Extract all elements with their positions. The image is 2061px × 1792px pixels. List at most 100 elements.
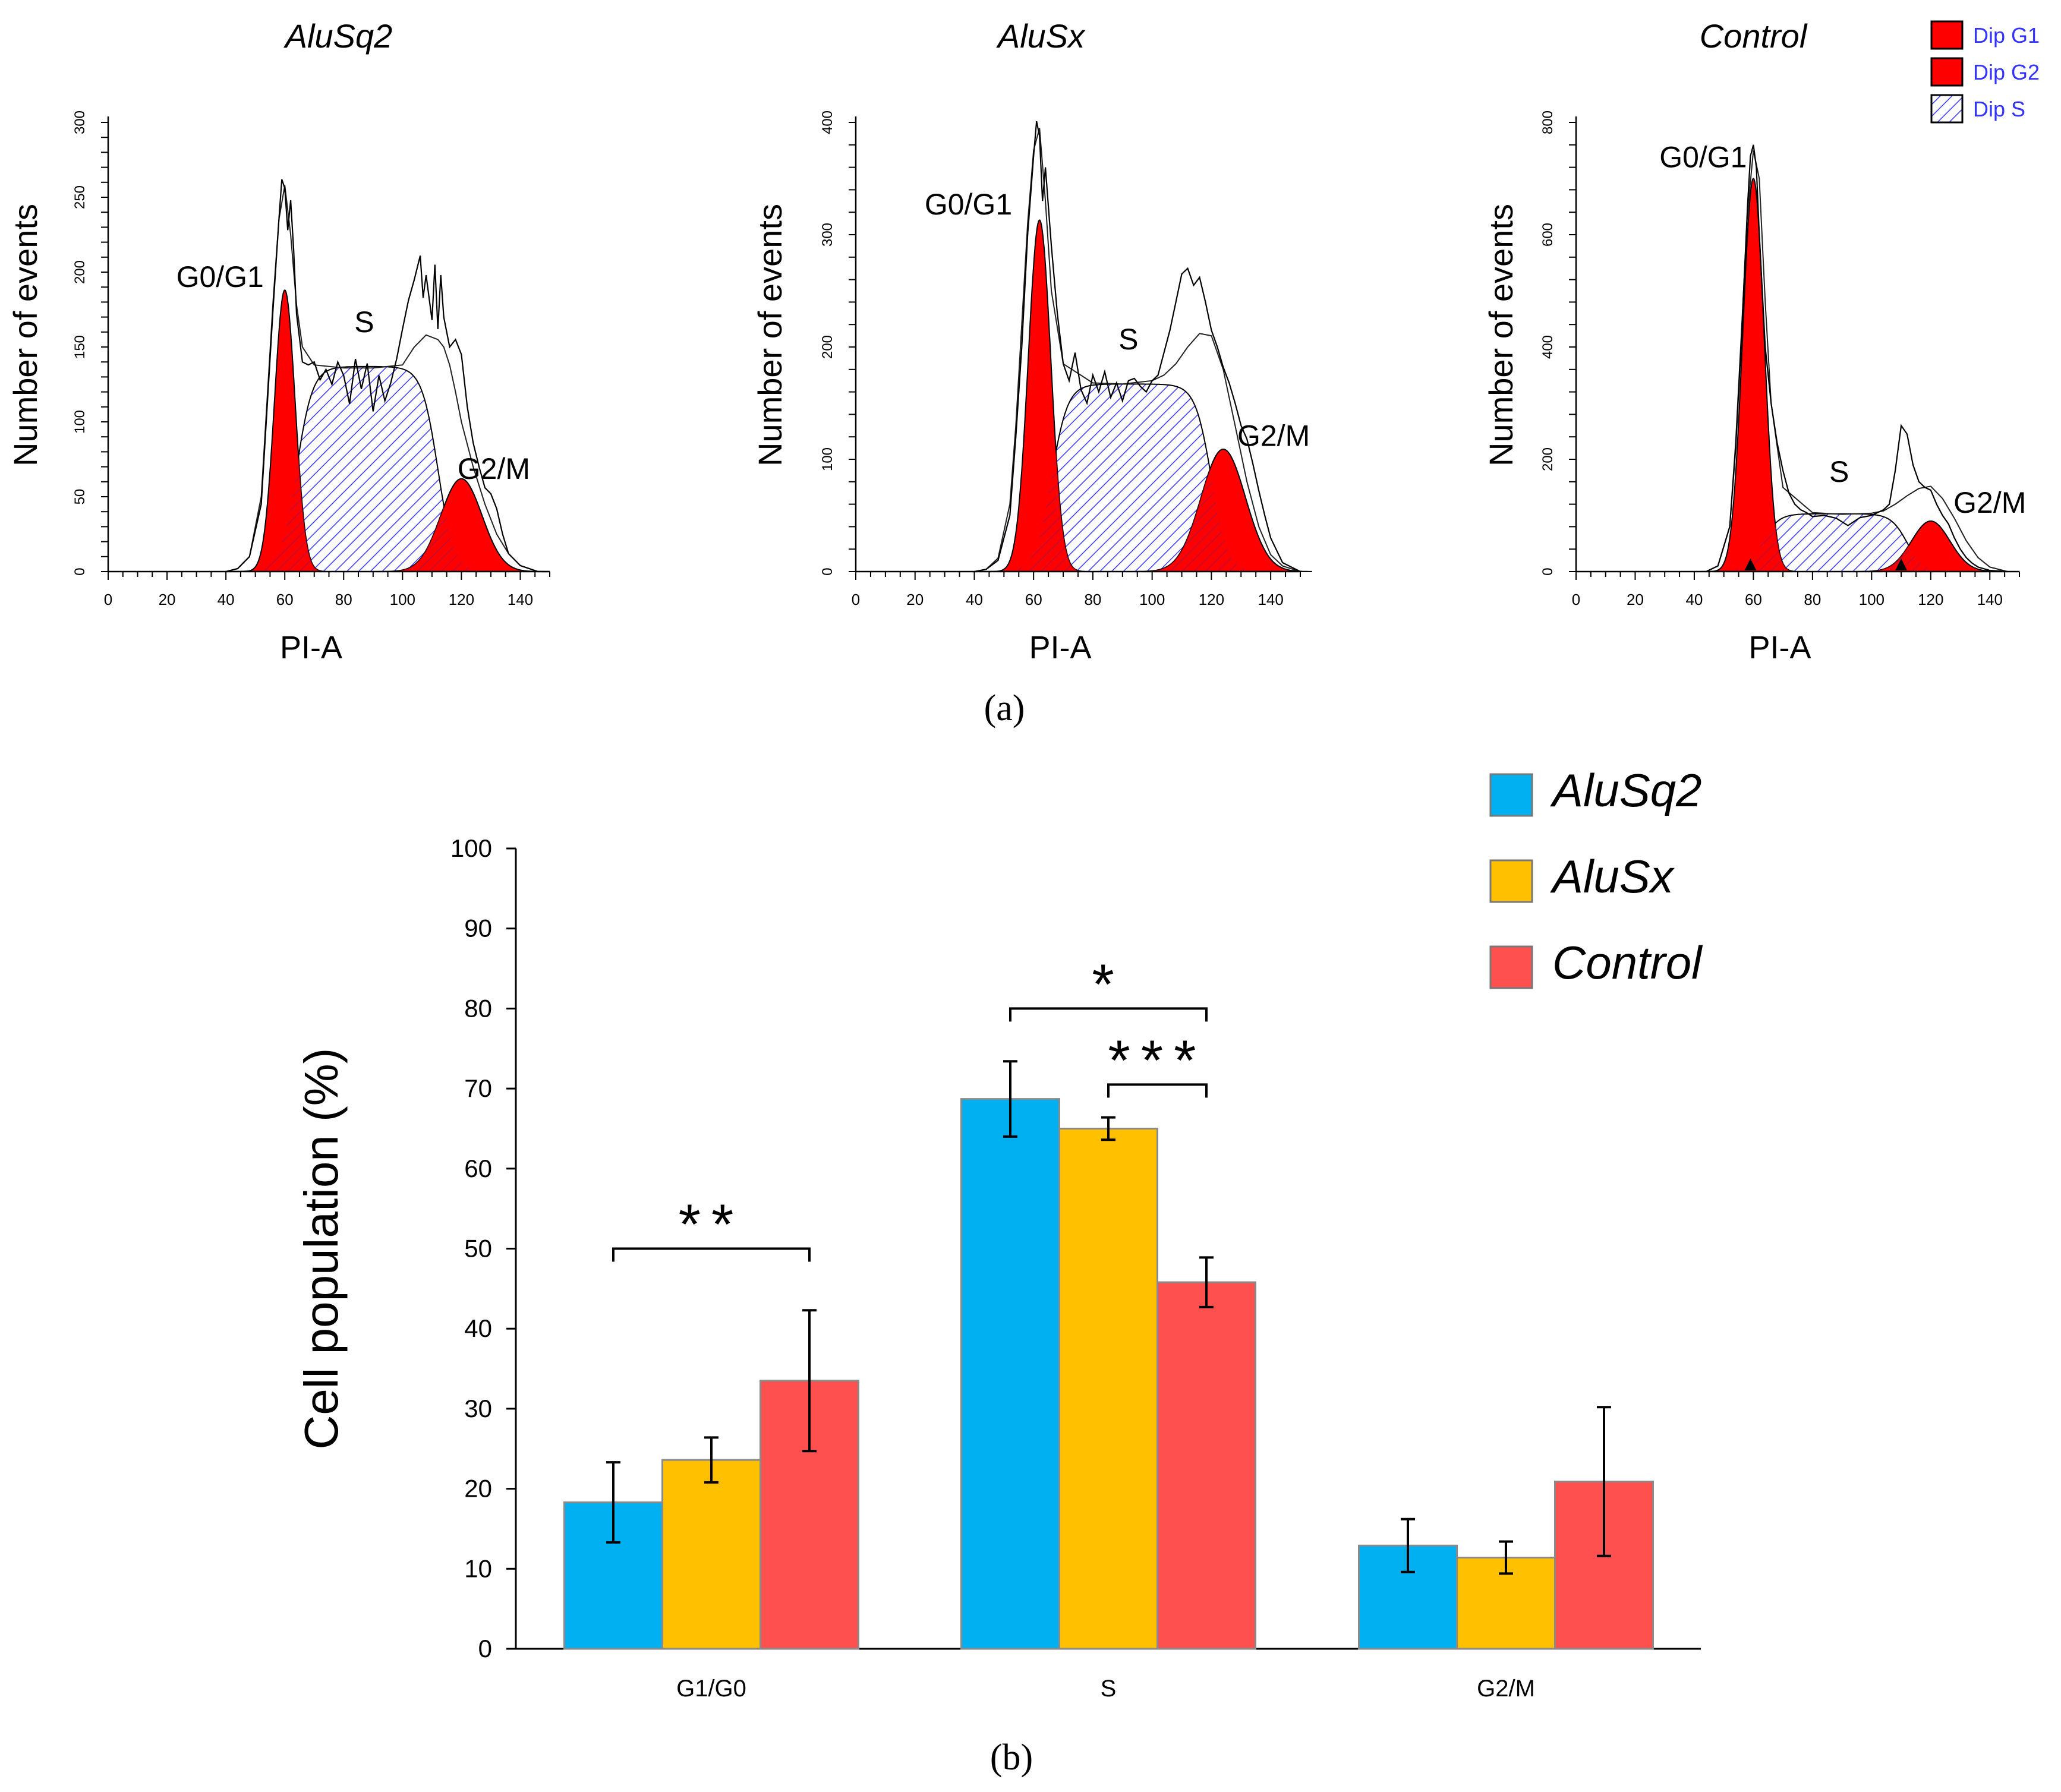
y-tick-label: 80: [464, 994, 492, 1022]
g2-phase-area: [1854, 520, 2008, 572]
y-tick-label: 40: [464, 1314, 492, 1342]
x-tick-label: 60: [1745, 591, 1762, 608]
y-tick-label: 400: [1540, 335, 1556, 359]
legend-swatch-control: [1489, 945, 1533, 989]
bar-legend: AluSq2 AluSx Control: [1489, 764, 1703, 989]
histogram-chart-alusq2: AluSq2 0 20 40 60 80 100 120 140 0 50 100 150 200 250 3…: [7, 17, 550, 665]
y-tick-label: 100: [72, 410, 88, 434]
y-tick-label: 10: [464, 1554, 492, 1582]
g2-overlap-area: [1854, 545, 2008, 572]
x-tick-label: 100: [1139, 591, 1165, 608]
g1-overlap-area: [243, 456, 326, 572]
y-tick-label: 200: [1540, 447, 1556, 471]
y-tick-label: 30: [464, 1395, 492, 1422]
phase-annotation: S: [1829, 455, 1849, 488]
phase-annotation: S: [1118, 323, 1138, 356]
x-tick-label: 100: [390, 591, 415, 608]
y-tick-label: 0: [72, 567, 88, 575]
x-tick-label: G2/M: [1477, 1676, 1535, 1702]
x-tick-label: 120: [1918, 591, 1943, 608]
legend-label-dip-g2: Dip G2: [1973, 60, 2040, 84]
y-tick-label: 150: [72, 335, 88, 359]
histogram-line: [225, 179, 550, 573]
y-tick-label: 50: [72, 489, 88, 505]
phase-annotation: G2/M: [1237, 419, 1310, 452]
chart-title: AluSq2: [283, 17, 393, 55]
bar-alusx-g1g0: [661, 1459, 761, 1650]
x-tick-label: 20: [159, 591, 176, 608]
y-tick-label: 200: [820, 335, 836, 359]
g1-overlap-area: [994, 452, 1085, 572]
panel-label-a: (a): [984, 688, 1025, 728]
phase-annotation: G0/G1: [177, 260, 264, 294]
x-tick-label: 40: [218, 591, 235, 608]
y-tick-label: 0: [478, 1635, 492, 1662]
chart-title: Control: [1700, 17, 1808, 55]
x-tick-label: 20: [906, 591, 924, 608]
panel-b: 0 10 20 30 40 50 60 70 80 90 100 Cell population (%…: [295, 834, 1701, 1702]
x-axis-label: PI-A: [1748, 630, 1811, 665]
legend-label-control: Control: [1552, 936, 1703, 989]
legend-swatch-dip-g1: [1930, 20, 1964, 50]
x-tick-label: 120: [449, 591, 474, 608]
legend-label-alusx: AluSx: [1550, 850, 1675, 903]
y-tick-label: 200: [72, 260, 88, 284]
x-tick-label: 0: [852, 591, 860, 608]
peak-marker: [1895, 559, 1908, 570]
x-tick-label: 0: [104, 591, 112, 608]
phase-annotation: G2/M: [1953, 486, 2026, 519]
bar-alusx-s: [1058, 1127, 1158, 1650]
g2-overlap-area: [1134, 470, 1312, 572]
y-axis-label: Number of events: [7, 204, 44, 466]
x-tick-label: 60: [1025, 591, 1042, 608]
histogram-chart-control: Control 0 20 40 60 80 100 120 140 0 200 400 600 800 PI…: [1482, 17, 2026, 665]
flow-legend: Dip G1 Dip G2 Dip S: [1930, 20, 2040, 124]
g2-phase-area: [379, 478, 544, 572]
y-tick-label: 100: [450, 834, 492, 862]
histogram-line: [974, 121, 1301, 573]
y-tick-label: 300: [820, 223, 836, 247]
g1-phase-area: [994, 219, 1085, 572]
peak-marker: [1744, 559, 1757, 570]
x-tick-label: 0: [1572, 591, 1580, 608]
chart-title: AluSx: [996, 17, 1086, 55]
x-tick-label: G1/G0: [676, 1676, 746, 1702]
legend-swatch-alusq2: [1489, 773, 1533, 817]
legend-label-dip-g1: Dip G1: [1973, 23, 2040, 48]
x-axis-label: PI-A: [1029, 630, 1091, 665]
y-tick-label: 20: [464, 1475, 492, 1503]
y-tick-label: 70: [464, 1074, 492, 1102]
legend-swatch-dip-s: [1930, 94, 1964, 124]
phase-annotation: G2/M: [458, 452, 530, 485]
y-axis-label: Number of events: [751, 204, 789, 466]
y-tick-label: 90: [464, 914, 492, 942]
phase-annotation: G0/G1: [925, 188, 1012, 221]
x-tick-label: 20: [1627, 591, 1644, 608]
legend-label-dip-s: Dip S: [1973, 97, 2025, 121]
x-tick-label: 60: [276, 591, 294, 608]
y-tick-label: 600: [1540, 223, 1556, 247]
y-tick-label: 800: [1540, 111, 1556, 134]
x-tick-label: 120: [1199, 591, 1224, 608]
g1-overlap-area: [1710, 523, 1796, 572]
x-tick-label: S: [1101, 1676, 1117, 1702]
x-tick-label: 80: [1084, 591, 1101, 608]
y-tick-label: 400: [820, 111, 836, 134]
legend-swatch-alusx: [1489, 859, 1533, 903]
y-tick-label: 0: [820, 567, 836, 575]
significance-bracket: [1107, 1083, 1208, 1098]
g1-phase-area: [1710, 178, 1796, 572]
y-tick-label: 250: [72, 185, 88, 209]
histogram-chart-alusx: AluSx 0 20 40 60 80 100 120 140 0 100 200 300 400 PI-A…: [751, 17, 1312, 665]
fit-curve: [974, 128, 1301, 572]
x-tick-label: 80: [1804, 591, 1821, 608]
x-tick-label: 140: [1977, 591, 2003, 608]
x-axis-label: PI-A: [280, 630, 342, 665]
y-tick-label: 100: [820, 447, 836, 471]
legend-swatch-dip-g2: [1930, 57, 1964, 87]
y-axis-label: Cell population (%): [295, 1048, 348, 1450]
x-tick-label: 100: [1859, 591, 1884, 608]
